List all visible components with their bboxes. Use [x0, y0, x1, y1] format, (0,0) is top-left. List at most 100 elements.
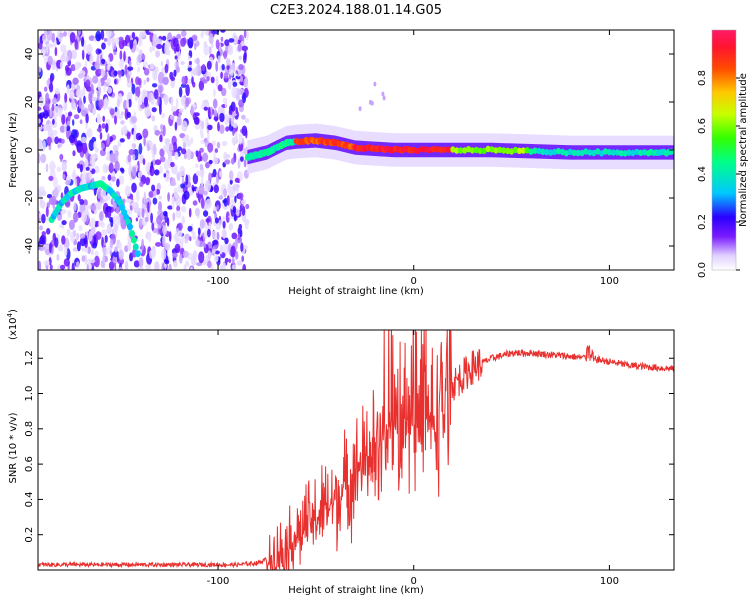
spectrogram-noise-blob: [224, 159, 231, 165]
spectrogram-noise-blob: [201, 63, 206, 72]
spectrogram-noise-blob: [126, 209, 131, 215]
colorbar: 0.0 0.2 0.4 0.6 0.8 Normalized spectral ampl…: [697, 29, 749, 278]
spectrogram-noise-blob: [117, 141, 122, 147]
spectrogram-noise-blob: [99, 132, 103, 140]
spectrogram-noise-blob: [192, 200, 198, 206]
spectrogram-noise-blob: [61, 138, 65, 144]
spectrogram-noise-blob: [199, 219, 206, 229]
spectrogram-noise-blob: [79, 199, 85, 205]
spectrogram-noise-blob: [125, 198, 132, 204]
spectrogram-noise-blob: [174, 121, 178, 131]
spectrogram-noise-blob: [86, 263, 89, 270]
spectrogram-noise-blob: [69, 32, 76, 43]
spectrogram-noise-blob: [141, 238, 145, 251]
spectrogram-noise-blob: [231, 86, 237, 98]
spectrogram-noise-blob: [81, 49, 85, 60]
spectrogram-noise-blob: [243, 30, 247, 39]
spectrogram-y-tick-label: 0: [24, 147, 35, 153]
spectrogram-noise-blob: [46, 194, 53, 199]
spectrogram-noise-blob: [143, 191, 146, 204]
spectrogram-noise-blob: [52, 129, 58, 136]
spectrogram-noise-blob: [74, 61, 80, 71]
spectrogram-noise-blob: [172, 111, 178, 116]
spectrogram-noise-blob: [207, 260, 212, 269]
spectrogram-noise-blob: [221, 140, 228, 147]
spectrogram-noise-blob: [159, 134, 163, 143]
spectrogram-noise-blob: [149, 165, 153, 173]
spectrogram-noise-blob: [61, 160, 67, 172]
spectrogram-noise-blob: [54, 136, 59, 145]
spectrogram-noise-blob: [201, 30, 205, 37]
spectrogram-noise-blob: [208, 46, 212, 55]
spectrogram-noise-blob: [152, 143, 157, 155]
colorbar-frame: [711, 29, 737, 271]
spectrogram-noise-blob: [142, 61, 148, 68]
spectrogram-noise-blob: [84, 158, 89, 168]
spectrogram-noise-blob: [94, 250, 99, 257]
spectrogram-ridge-mark: [450, 146, 456, 153]
spectrogram-noise-blob: [95, 231, 102, 240]
spectrogram-noise-blob: [81, 255, 86, 262]
spectrogram-ridge-mark: [634, 148, 640, 156]
spectrogram-noise-blob: [64, 92, 68, 103]
spectrogram-noise-blob: [219, 244, 223, 255]
spectrogram-secondary-ridge-mark: [130, 236, 137, 244]
spectrogram-noise-blob: [180, 183, 186, 189]
spectrogram-noise-blob: [199, 119, 203, 127]
spectrogram-ridge-mark: [419, 146, 425, 153]
spectrogram-noise-blob: [212, 249, 216, 254]
spectrogram-noise-blob: [138, 35, 143, 47]
spectrogram-noise-blob: [213, 116, 219, 121]
spectrogram-noise-blob: [203, 242, 207, 248]
spectrogram-noise-blob: [120, 168, 125, 174]
spectrogram-noise-blob: [71, 262, 75, 270]
spectrogram-noise-blob: [85, 113, 89, 124]
spectrogram-ridge-mark: [544, 149, 550, 156]
spectrogram-ridge-mark: [469, 147, 475, 154]
spectrogram-noise-blob: [174, 55, 178, 60]
spectrogram-noise-blob: [198, 251, 205, 264]
colorbar-label: Normalized spectral amplitude: [738, 73, 749, 227]
spectrogram-noise-blob: [89, 154, 96, 165]
spectrogram-noise-blob: [120, 111, 124, 116]
spectrogram-noise-blob: [88, 91, 93, 103]
spectrogram-noise-blob: [92, 75, 99, 84]
spectrogram-ridge-mark: [563, 150, 570, 157]
spectrogram-ridge-mark: [555, 148, 562, 155]
spectrogram-noise-blob: [46, 43, 49, 55]
spectrogram-noise-blob: [130, 205, 133, 210]
spectrogram-noise-blob: [230, 101, 236, 112]
spectrogram-noise-blob: [114, 106, 118, 113]
spectrogram-noise-blob: [53, 105, 60, 117]
spectrogram-noise-blob: [180, 61, 185, 65]
spectrogram-noise-blob: [240, 156, 244, 162]
spectrogram-x-tick-label: -100: [207, 276, 230, 287]
spectrogram-noise-blob: [104, 165, 110, 172]
spectrogram-noise-blob: [135, 217, 139, 222]
spectrogram-noise-blob: [203, 230, 208, 239]
spectrogram-noise-blob: [60, 210, 66, 215]
spectrogram-noise-blob: [154, 261, 160, 270]
spectrogram-noise-blob: [218, 195, 224, 200]
spectrogram-noise-blob: [131, 83, 136, 95]
spectrogram-noise-blob: [99, 198, 105, 204]
spectrogram-noise-blob: [109, 239, 114, 249]
spectrogram-noise-blob: [213, 206, 217, 212]
spectrogram-x-label: Height of straight line (km): [288, 286, 424, 297]
spectrogram-noise-blob: [148, 93, 152, 103]
spectrogram-noise-blob: [170, 161, 175, 168]
spectrogram-noise-blob: [100, 68, 105, 78]
spectrogram-noise-blob: [211, 43, 214, 48]
spectrogram-noise-blob: [152, 69, 158, 81]
spectrogram-noise-blob: [67, 120, 71, 126]
spectrogram-noise-blob: [219, 112, 225, 123]
spectrogram-noise-blob: [203, 210, 209, 217]
spectrogram-noise-blob: [97, 79, 102, 92]
spectrogram-noise-blob: [203, 190, 208, 196]
spectrogram-noise-blob: [224, 257, 229, 263]
spectrogram-noise-blob: [68, 111, 73, 117]
spectrogram-marks: [38, 30, 674, 270]
spectrogram-noise-blob: [143, 96, 149, 108]
spectrogram-noise-blob: [152, 33, 158, 46]
spectrogram-noise-blob: [105, 156, 110, 161]
